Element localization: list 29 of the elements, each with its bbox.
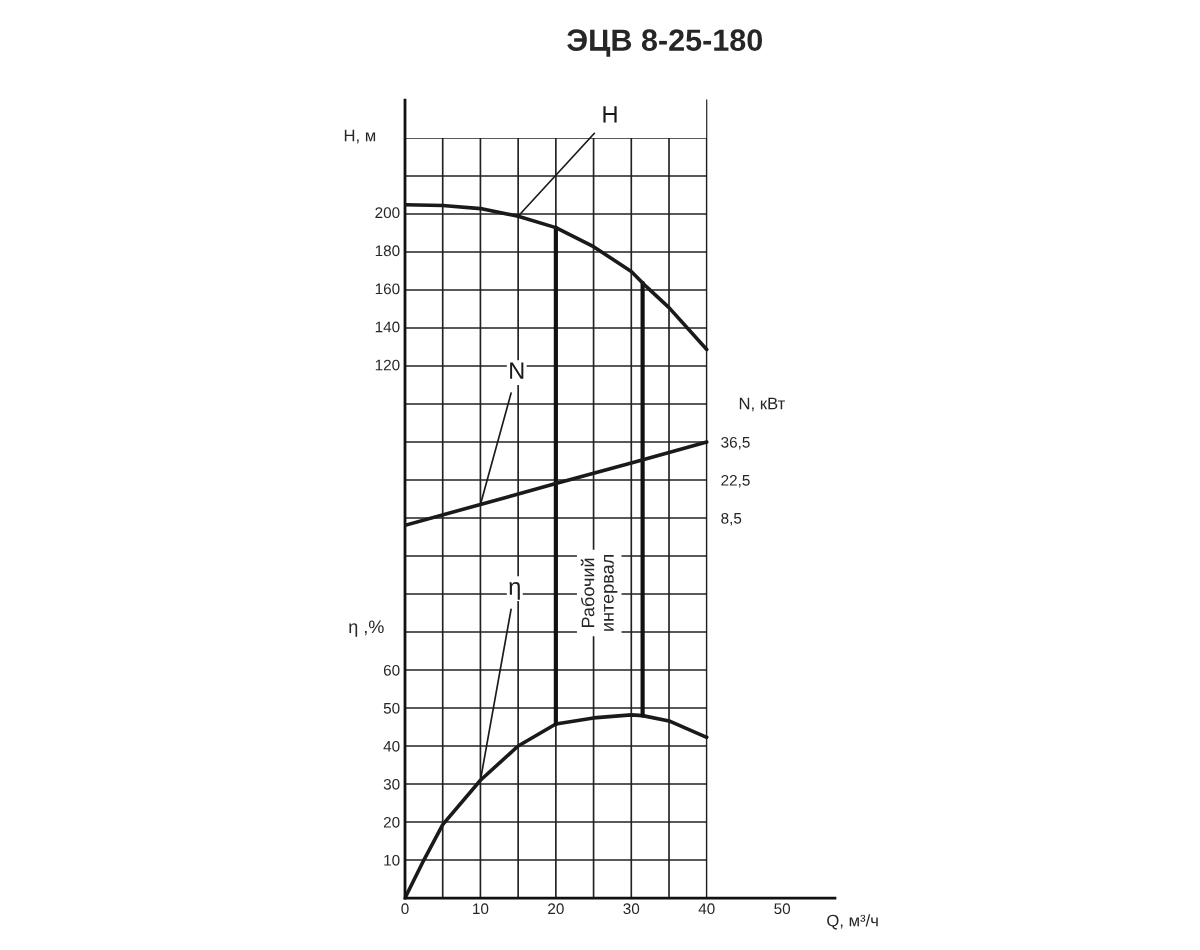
y-tick-label: 160 [375, 283, 400, 295]
y-tick-label: 140 [375, 321, 400, 333]
y3-tick-label: 10 [384, 854, 400, 866]
x-tick-label: 0 [401, 903, 409, 915]
text: η [509, 582, 520, 600]
y2-axis-title: N, кВт [739, 397, 785, 412]
y2-tick-label: 22,5 [721, 474, 750, 488]
y3-tick-label: 30 [383, 778, 400, 790]
text: N [510, 362, 524, 379]
y-tick-label: 180 [375, 245, 400, 257]
x-tick-label: 50 [774, 903, 791, 915]
text: H [603, 106, 617, 123]
y3-tick-label: 40 [383, 740, 400, 752]
x-tick-label: 30 [623, 903, 640, 915]
y-axis-title: H, м [344, 129, 376, 144]
y3-tick-label: 20 [383, 816, 400, 828]
y3-tick-label: 50 [383, 702, 400, 714]
x-tick-label: 10 [473, 903, 489, 915]
x-tick-label: 20 [548, 903, 564, 915]
y3-tick-label: 60 [383, 664, 400, 676]
y2-tick-label: 36,5 [721, 436, 750, 450]
y2-tick-label: 8,5 [721, 512, 742, 526]
x-tick-label: 40 [698, 903, 715, 915]
annotation: Рабочий интервал [580, 555, 618, 631]
chart-title: ЭЦВ 8-25-180 [567, 29, 763, 57]
x-axis-title: Q, м³/ч [827, 914, 878, 930]
y3-axis-title: η ,% [349, 620, 384, 637]
y-tick-label: 120 [375, 359, 400, 371]
y-tick-label: 200 [375, 207, 400, 219]
